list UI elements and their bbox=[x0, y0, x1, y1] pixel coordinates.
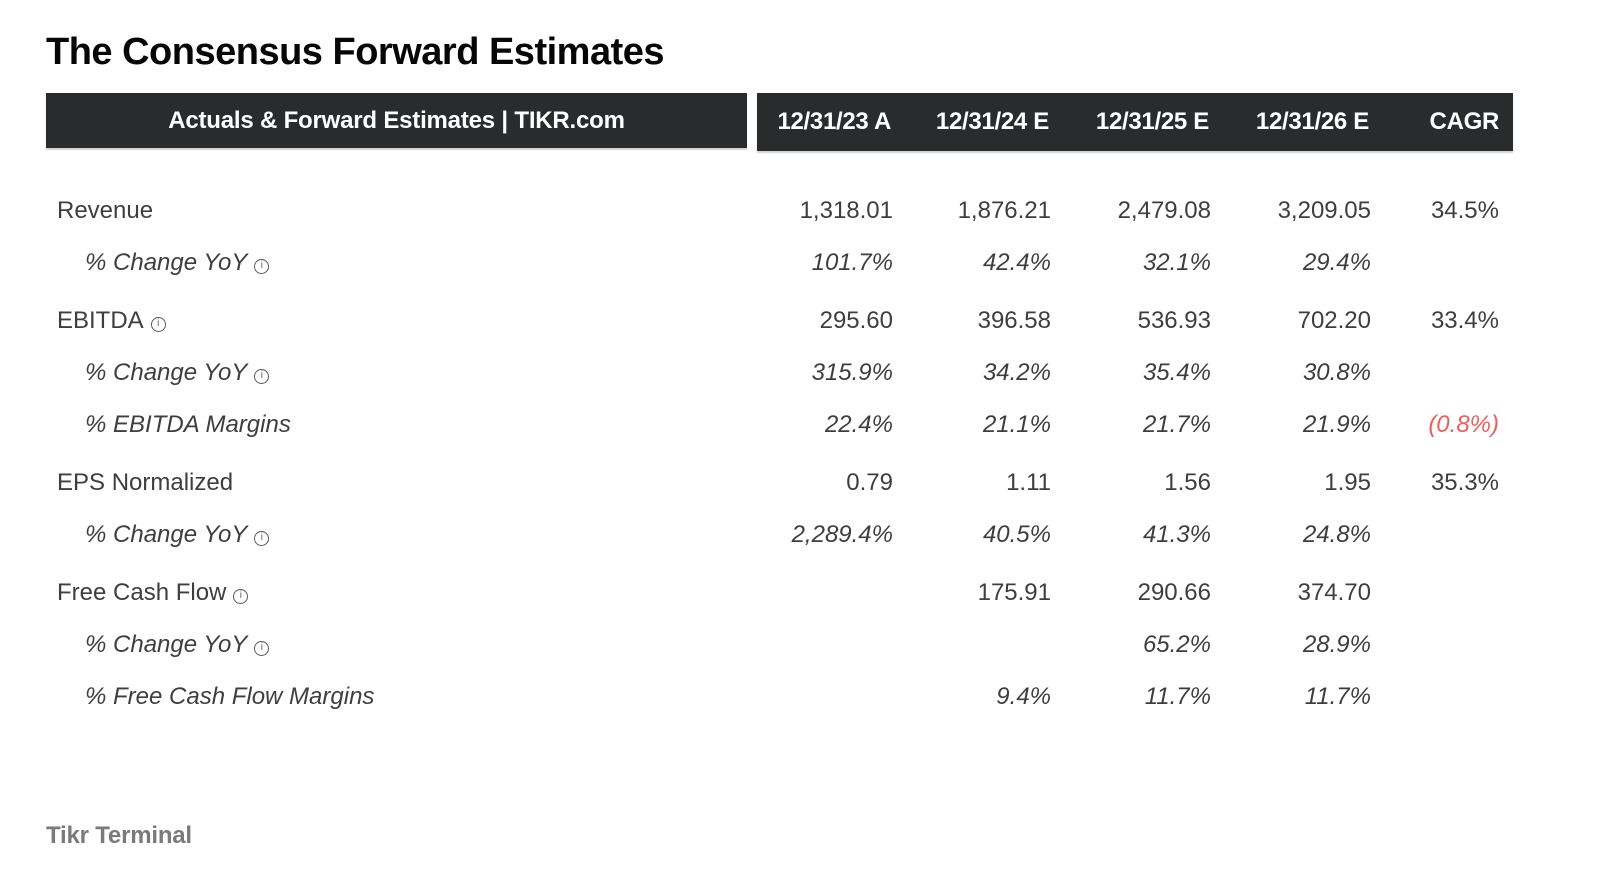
value-cell: 29.4% bbox=[1302, 249, 1371, 276]
value-cell: 22.4% bbox=[824, 411, 893, 438]
value-cell: 315.9% bbox=[811, 359, 893, 386]
table-row: % Change YoY i 65.2% 28.9% bbox=[46, 630, 1513, 660]
value-cell: 101.7% bbox=[811, 249, 893, 276]
value-cell: 21.7% bbox=[1142, 411, 1211, 438]
footer-credit: Tikr Terminal bbox=[46, 822, 192, 849]
header-gap bbox=[747, 93, 757, 148]
row-label: EPS Normalized bbox=[46, 468, 757, 498]
table-row: EPS Normalized 0.79 1.11 1.56 1.95 35.3% bbox=[46, 468, 1513, 498]
page-title: The Consensus Forward Estimates bbox=[46, 31, 665, 74]
table-row: EBITDA i 295.60 396.58 536.93 702.20 33.4% bbox=[46, 306, 1513, 336]
value-cell: 35.4% bbox=[1142, 359, 1211, 386]
value-cell: 1,876.21 bbox=[957, 197, 1051, 224]
cagr-cell bbox=[1373, 358, 1513, 388]
value-cell: 2,289.4% bbox=[791, 521, 893, 548]
row-label-text: % Free Cash Flow Margins bbox=[85, 683, 375, 710]
value-cell: 21.1% bbox=[982, 411, 1051, 438]
value-cell: 3,209.05 bbox=[1277, 197, 1371, 224]
value-cell: 175.91 bbox=[977, 579, 1051, 606]
value-cell: 0.79 bbox=[846, 469, 893, 496]
value-cell: 374.70 bbox=[1297, 579, 1371, 606]
row-label: EBITDA i bbox=[46, 306, 757, 336]
value-cell: 1,318.01 bbox=[799, 197, 893, 224]
table-row: Free Cash Flow i 175.91 290.66 374.70 bbox=[46, 578, 1513, 608]
header-column-date-1: 12/31/24 E bbox=[935, 108, 1049, 135]
row-label: Free Cash Flow i bbox=[46, 578, 757, 608]
row-label-text: % EBITDA Margins bbox=[85, 411, 291, 438]
value-cell: 24.8% bbox=[1302, 521, 1371, 548]
value-cell: 1.11 bbox=[1006, 469, 1051, 496]
row-label: Revenue bbox=[46, 196, 757, 226]
table-row: % EBITDA Margins 22.4% 21.1% 21.7% 21.9% (0.8… bbox=[46, 410, 1513, 440]
cagr-cell bbox=[1373, 520, 1513, 550]
row-label-text: Free Cash Flow bbox=[57, 579, 227, 606]
consensus-table-rows: Revenue 1,318.01 1,876.21 2,479.08 3,209.05 3… bbox=[46, 196, 1513, 734]
table-row: % Change YoY i 2,289.4% 40.5% 41.3% 24.8% bbox=[46, 520, 1513, 550]
value-cell bbox=[757, 578, 895, 608]
value-cell: 34.2% bbox=[982, 359, 1051, 386]
table-row: Revenue 1,318.01 1,876.21 2,479.08 3,209.05 3… bbox=[46, 196, 1513, 226]
row-label-text: EBITDA bbox=[57, 307, 144, 334]
row-label-text: % Change YoY bbox=[85, 249, 248, 276]
value-cell: 702.20 bbox=[1297, 307, 1371, 334]
cagr-cell: 34.5% bbox=[1430, 197, 1499, 224]
cagr-cell: 35.3% bbox=[1430, 469, 1499, 496]
info-icon[interactable]: i bbox=[254, 259, 270, 274]
info-icon[interactable]: i bbox=[254, 641, 270, 656]
row-label: % EBITDA Margins bbox=[46, 410, 757, 440]
value-cell: 32.1% bbox=[1142, 249, 1211, 276]
value-cell: 42.4% bbox=[982, 249, 1051, 276]
table-row: % Change YoY i 101.7% 42.4% 32.1% 29.4% bbox=[46, 248, 1513, 278]
value-cell: 11.7% bbox=[1304, 683, 1371, 710]
value-cell: 40.5% bbox=[982, 521, 1051, 548]
value-cell: 21.9% bbox=[1302, 411, 1371, 438]
value-cell bbox=[895, 630, 1053, 660]
value-cell: 536.93 bbox=[1137, 307, 1211, 334]
row-label: % Change YoY i bbox=[46, 630, 757, 660]
header-column-cagr: CAGR bbox=[1429, 108, 1500, 135]
value-cell: 30.8% bbox=[1302, 359, 1371, 386]
table-row: % Free Cash Flow Margins 9.4% 11.7% 11.7% bbox=[46, 682, 1513, 712]
value-cell: 396.58 bbox=[977, 307, 1051, 334]
value-cell: 65.2% bbox=[1142, 631, 1211, 658]
cagr-cell bbox=[1373, 630, 1513, 660]
value-cell: 290.66 bbox=[1137, 579, 1211, 606]
cagr-cell: (0.8%) bbox=[1428, 411, 1499, 438]
row-label-text: Revenue bbox=[57, 197, 154, 224]
value-cell: 11.7% bbox=[1144, 683, 1211, 710]
row-label: % Change YoY i bbox=[46, 520, 757, 550]
cagr-cell: 33.4% bbox=[1430, 307, 1499, 334]
value-cell: 1.56 bbox=[1164, 469, 1211, 496]
value-cell: 295.60 bbox=[819, 307, 893, 334]
row-label-text: EPS Normalized bbox=[57, 469, 234, 496]
value-cell: 9.4% bbox=[996, 683, 1051, 710]
cagr-cell bbox=[1373, 578, 1513, 608]
header-date-cells: 12/31/23 A 12/31/24 E 12/31/25 E 12/31/26 E… bbox=[757, 93, 1513, 151]
header-column-date-2: 12/31/25 E bbox=[1095, 108, 1209, 135]
table-header: Actuals & Forward Estimates | TIKR.com 1… bbox=[46, 93, 1513, 151]
header-title-text: Actuals & Forward Estimates | TIKR.com bbox=[168, 106, 625, 134]
table-row: % Change YoY i 315.9% 34.2% 35.4% 30.8% bbox=[46, 358, 1513, 388]
header-column-date-3: 12/31/26 E bbox=[1255, 108, 1369, 135]
row-label-text: % Change YoY bbox=[85, 631, 248, 658]
value-cell: 41.3% bbox=[1142, 521, 1211, 548]
value-cell: 1.95 bbox=[1324, 469, 1371, 496]
value-cell bbox=[757, 682, 895, 712]
info-icon[interactable]: i bbox=[254, 531, 270, 546]
info-icon[interactable]: i bbox=[233, 589, 249, 604]
value-cell bbox=[757, 630, 895, 660]
header-title-cell: Actuals & Forward Estimates | TIKR.com bbox=[46, 93, 747, 148]
row-label-text: % Change YoY bbox=[85, 359, 248, 386]
info-icon[interactable]: i bbox=[150, 317, 166, 332]
cagr-cell bbox=[1373, 682, 1513, 712]
value-cell: 28.9% bbox=[1302, 631, 1371, 658]
header-column-date-0: 12/31/23 A bbox=[777, 108, 891, 135]
cagr-cell bbox=[1373, 248, 1513, 278]
row-label-text: % Change YoY bbox=[85, 521, 248, 548]
row-label: % Change YoY i bbox=[46, 248, 757, 278]
info-icon[interactable]: i bbox=[254, 369, 270, 384]
row-label: % Change YoY i bbox=[46, 358, 757, 388]
row-label: % Free Cash Flow Margins bbox=[46, 682, 757, 712]
value-cell: 2,479.08 bbox=[1117, 197, 1211, 224]
